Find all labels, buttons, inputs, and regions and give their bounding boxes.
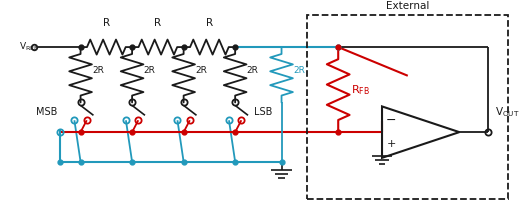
Text: 2R: 2R bbox=[92, 66, 104, 75]
Text: 2R: 2R bbox=[247, 66, 258, 75]
Text: 2R: 2R bbox=[293, 66, 304, 75]
Text: R: R bbox=[206, 18, 213, 28]
Text: External: External bbox=[386, 1, 429, 12]
Text: LSB: LSB bbox=[254, 107, 272, 117]
Text: R: R bbox=[103, 18, 110, 28]
Text: V$_{\mathsf{REF}}$: V$_{\mathsf{REF}}$ bbox=[19, 41, 39, 53]
Text: R: R bbox=[154, 18, 161, 28]
Bar bbox=[307, 15, 508, 199]
Text: +: + bbox=[386, 139, 396, 149]
Text: 2R: 2R bbox=[143, 66, 155, 75]
Text: R$_{\mathsf{FB}}$: R$_{\mathsf{FB}}$ bbox=[351, 83, 370, 96]
Text: 2R: 2R bbox=[195, 66, 207, 75]
Text: MSB: MSB bbox=[36, 107, 58, 117]
Text: V$_{\mathsf{OUT}}$: V$_{\mathsf{OUT}}$ bbox=[496, 105, 520, 119]
Text: −: − bbox=[386, 114, 396, 127]
